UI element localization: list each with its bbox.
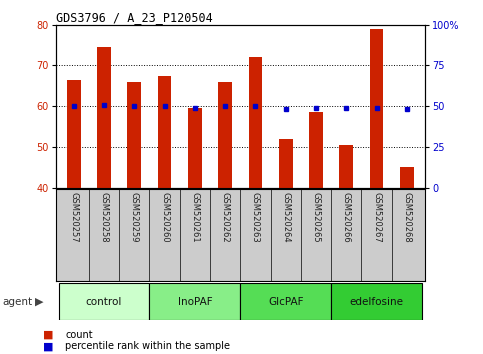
Bar — [58, 283, 149, 320]
Text: GSM520262: GSM520262 — [221, 192, 229, 243]
Text: ■: ■ — [43, 330, 54, 339]
Text: GSM520258: GSM520258 — [99, 192, 109, 243]
Text: GSM520257: GSM520257 — [69, 192, 78, 243]
Text: GSM520260: GSM520260 — [160, 192, 169, 243]
Bar — [370, 29, 384, 188]
Text: GSM520265: GSM520265 — [312, 192, 321, 243]
Text: count: count — [65, 330, 93, 339]
Bar — [241, 283, 331, 320]
Bar — [309, 112, 323, 188]
Text: GSM520261: GSM520261 — [190, 192, 199, 243]
Text: GSM520259: GSM520259 — [130, 192, 139, 242]
Bar — [67, 80, 81, 188]
Text: GSM520264: GSM520264 — [281, 192, 290, 243]
Text: ▶: ▶ — [35, 297, 43, 307]
Text: control: control — [86, 297, 122, 307]
Bar — [331, 283, 422, 320]
Text: agent: agent — [2, 297, 32, 307]
Text: GDS3796 / A_23_P120504: GDS3796 / A_23_P120504 — [56, 11, 213, 24]
Bar — [128, 82, 141, 188]
Bar — [158, 76, 171, 188]
Text: GSM520263: GSM520263 — [251, 192, 260, 243]
Bar — [340, 145, 353, 188]
Text: GSM520268: GSM520268 — [402, 192, 412, 243]
Bar — [188, 108, 202, 188]
Text: percentile rank within the sample: percentile rank within the sample — [65, 341, 230, 351]
Bar — [97, 47, 111, 188]
Text: ■: ■ — [43, 341, 54, 351]
Text: InoPAF: InoPAF — [178, 297, 212, 307]
Text: GSM520267: GSM520267 — [372, 192, 381, 243]
Bar — [218, 82, 232, 188]
Bar — [149, 283, 241, 320]
Text: GlcPAF: GlcPAF — [268, 297, 303, 307]
Bar — [279, 139, 293, 188]
Text: GSM520266: GSM520266 — [342, 192, 351, 243]
Bar — [400, 167, 413, 188]
Bar — [249, 57, 262, 188]
Text: edelfosine: edelfosine — [350, 297, 404, 307]
